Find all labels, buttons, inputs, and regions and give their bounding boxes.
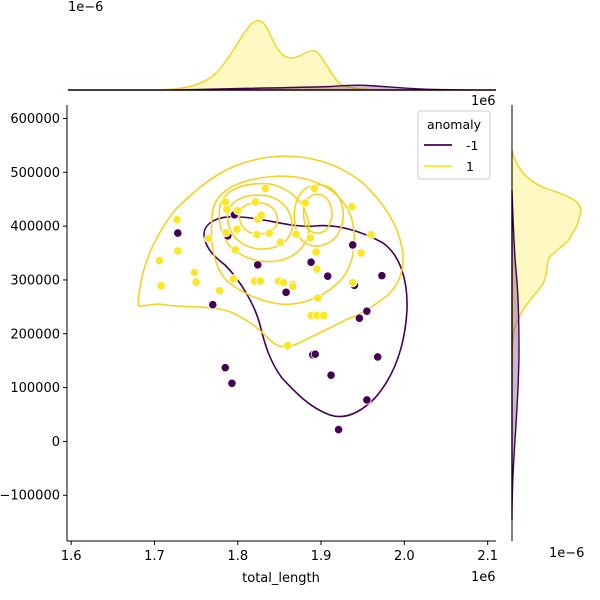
point-normal (229, 274, 239, 284)
point-normal (347, 202, 357, 212)
point-anomaly (362, 306, 372, 316)
legend: anomaly -1 1 (417, 110, 491, 180)
point-anomaly (333, 424, 344, 435)
point-normal (172, 215, 182, 225)
point-normal (313, 293, 323, 303)
point-normal (252, 230, 262, 240)
point-anomaly (354, 313, 364, 323)
x-offset-label: 1e6 (471, 570, 496, 585)
legend-label-anomaly: -1 (466, 138, 478, 153)
point-normal (250, 197, 260, 207)
point-normal (305, 233, 315, 243)
point-normal (173, 246, 183, 256)
point-normal (283, 341, 293, 351)
point-anomaly (173, 228, 183, 238)
right-marginal-offset-label: 1e−6 (549, 546, 584, 561)
kde-contour-normal-3 (218, 182, 310, 263)
point-normal (260, 183, 270, 194)
x-tick-label: 1.7 (144, 549, 165, 564)
y-tick-label: 400000 (10, 220, 60, 235)
point-anomaly (323, 271, 333, 281)
kde-contour-normal-7 (302, 193, 333, 234)
point-anomaly (306, 257, 316, 267)
x-tick-label: 1.9 (311, 549, 332, 564)
x-axis-label: total_length (242, 571, 320, 586)
top-marginal-offset-label: 1e−6 (68, 0, 103, 15)
y-tick-label: 300000 (10, 273, 60, 288)
y-ticks: −100000 0 100000 200000 300000 400000 500000 60… (0, 112, 67, 504)
point-normal (288, 281, 298, 291)
top-marginal-kde-anomaly (68, 84, 497, 91)
point-normal (222, 204, 232, 215)
legend-box (417, 110, 491, 180)
y-tick-label: −100000 (0, 489, 60, 504)
scatter-points (154, 183, 387, 435)
point-normal (191, 277, 201, 287)
point-normal (232, 224, 242, 234)
point-anomaly (348, 240, 358, 250)
point-normal (204, 233, 214, 244)
point-normal (311, 247, 321, 257)
point-normal (214, 286, 225, 296)
y-tick-label: 100000 (10, 381, 60, 396)
x-tick-label: 2.0 (394, 549, 415, 564)
kde-contours (137, 155, 408, 418)
point-normal (189, 267, 200, 278)
kde-contour-normal-2 (210, 175, 356, 306)
point-anomaly (227, 378, 237, 388)
point-normal (348, 278, 358, 288)
point-anomaly (310, 349, 320, 359)
legend-title: anomaly (427, 117, 482, 132)
y-offset-label: 1e6 (471, 94, 496, 109)
point-anomaly (362, 395, 372, 405)
top-marginal-kde-normal (68, 20, 496, 91)
y-tick-label: 500000 (10, 166, 60, 181)
point-anomaly (220, 363, 230, 373)
x-tick-label: 2.1 (477, 549, 498, 564)
point-normal (264, 228, 275, 238)
point-normal (221, 227, 231, 238)
right-marginal: 1e−6 (511, 105, 584, 561)
point-normal (366, 230, 376, 240)
point-normal (291, 229, 301, 239)
y-tick-label: 0 (52, 435, 60, 450)
point-normal (230, 245, 240, 255)
point-normal (256, 210, 266, 220)
y-tick-label: 200000 (10, 327, 60, 342)
point-normal (356, 248, 366, 258)
right-marginal-kde-anomaly (511, 189, 520, 521)
point-normal (275, 237, 285, 247)
joint-axes: 1.6 1.7 1.8 1.9 2.0 2.1 −100000 0 100000 200000 3… (0, 94, 498, 586)
point-anomaly (373, 352, 383, 362)
top-marginal: 1e−6 (68, 0, 497, 91)
kde-contour-normal-6 (293, 184, 345, 247)
point-anomaly (281, 287, 291, 297)
point-normal (309, 183, 320, 194)
legend-label-normal: 1 (466, 159, 474, 174)
point-anomaly (326, 370, 336, 380)
point-normal (156, 281, 166, 291)
point-anomaly (377, 271, 387, 281)
point-normal (312, 264, 322, 274)
point-normal (255, 276, 265, 286)
point-anomaly (208, 300, 218, 310)
point-normal (318, 310, 329, 321)
point-anomaly (253, 260, 263, 270)
point-normal (300, 198, 310, 208)
point-normal (220, 197, 230, 207)
point-normal (154, 255, 165, 266)
point-normal (278, 278, 289, 288)
y-tick-label: 600000 (10, 112, 60, 127)
kde-contour-normal-1 (137, 155, 404, 348)
point-normal (233, 205, 243, 216)
x-tick-label: 1.8 (227, 549, 248, 564)
right-marginal-kde-normal (511, 149, 582, 381)
x-ticks: 1.6 1.7 1.8 1.9 2.0 2.1 (61, 541, 498, 564)
x-tick-label: 1.6 (61, 549, 82, 564)
